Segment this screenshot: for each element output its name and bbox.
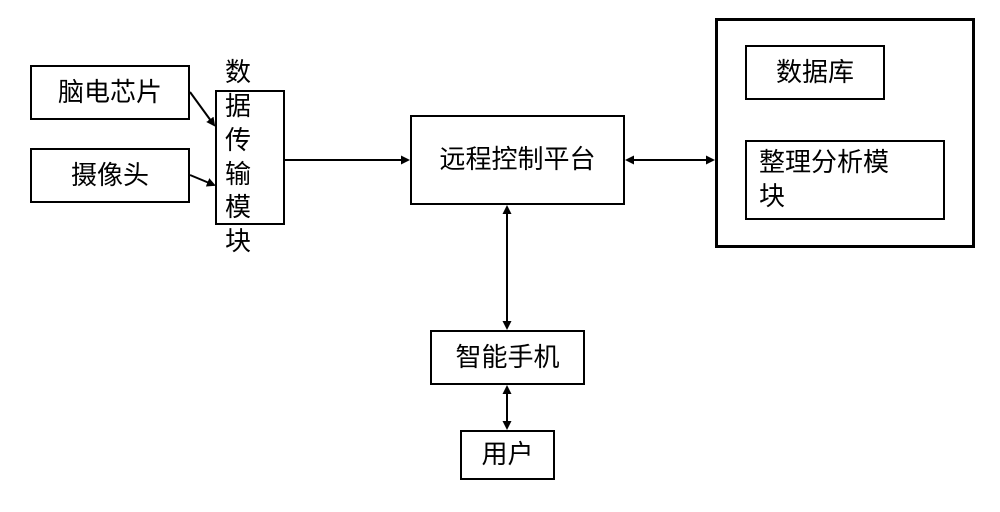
node-analysis: 整理分析模 块 bbox=[745, 140, 945, 220]
node-label: 摄像头 bbox=[71, 159, 149, 193]
node-label: 数据库 bbox=[776, 56, 854, 90]
node-label: 远程控制平台 bbox=[439, 143, 595, 177]
node-data-transfer: 数据 传输 模块 bbox=[215, 90, 285, 225]
node-label: 智能手机 bbox=[455, 341, 559, 375]
node-smartphone: 智能手机 bbox=[430, 330, 585, 385]
edge bbox=[190, 92, 214, 125]
edge bbox=[190, 175, 214, 185]
node-label: 用户 bbox=[481, 438, 533, 472]
node-database: 数据库 bbox=[745, 45, 885, 100]
node-eeg-chip: 脑电芯片 bbox=[30, 65, 190, 120]
node-user: 用户 bbox=[460, 430, 555, 480]
node-label: 数据 传输 模块 bbox=[225, 56, 275, 259]
node-label: 脑电芯片 bbox=[58, 76, 162, 110]
node-remote-control: 远程控制平台 bbox=[410, 115, 625, 205]
node-camera: 摄像头 bbox=[30, 148, 190, 203]
node-label: 整理分析模 块 bbox=[759, 146, 889, 214]
